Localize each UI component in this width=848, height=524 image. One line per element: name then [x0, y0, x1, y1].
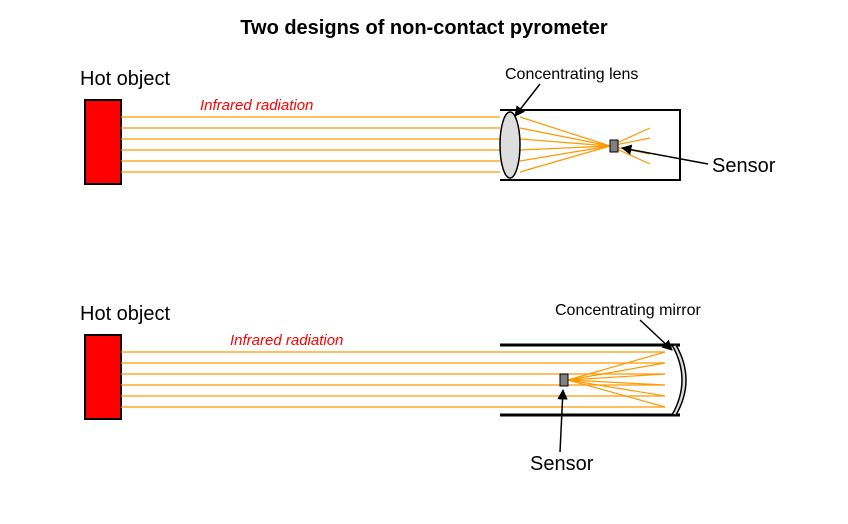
- ir-label-2: Infrared radiation: [230, 332, 343, 349]
- concentrating-mirror: [672, 345, 686, 415]
- mirror-label: Concentrating mirror: [555, 302, 702, 319]
- ray: [520, 128, 610, 146]
- sensor-1: [610, 140, 618, 152]
- ir-label-1: Infrared radiation: [200, 97, 313, 114]
- sensor-label-2: Sensor: [530, 453, 594, 475]
- sensor-pointer-2: [560, 390, 563, 452]
- pyrometer-diagram: Two designs of non-contact pyrometer Hot …: [0, 0, 848, 524]
- diagram-title: Two designs of non-contact pyrometer: [240, 17, 608, 39]
- sensor-pointer-1: [622, 148, 708, 164]
- lens-label: Concentrating lens: [505, 66, 638, 83]
- ray: [520, 139, 610, 146]
- hot-object-1: [85, 100, 121, 184]
- lens-pointer: [515, 84, 540, 116]
- hot-object-2: [85, 335, 121, 419]
- concentrating-lens: [500, 112, 520, 178]
- sensor-2: [560, 374, 568, 386]
- sensor-label-1: Sensor: [712, 155, 776, 177]
- hot-object-label-2: Hot object: [80, 303, 170, 325]
- hot-object-label-1: Hot object: [80, 68, 170, 90]
- ray: [520, 117, 610, 146]
